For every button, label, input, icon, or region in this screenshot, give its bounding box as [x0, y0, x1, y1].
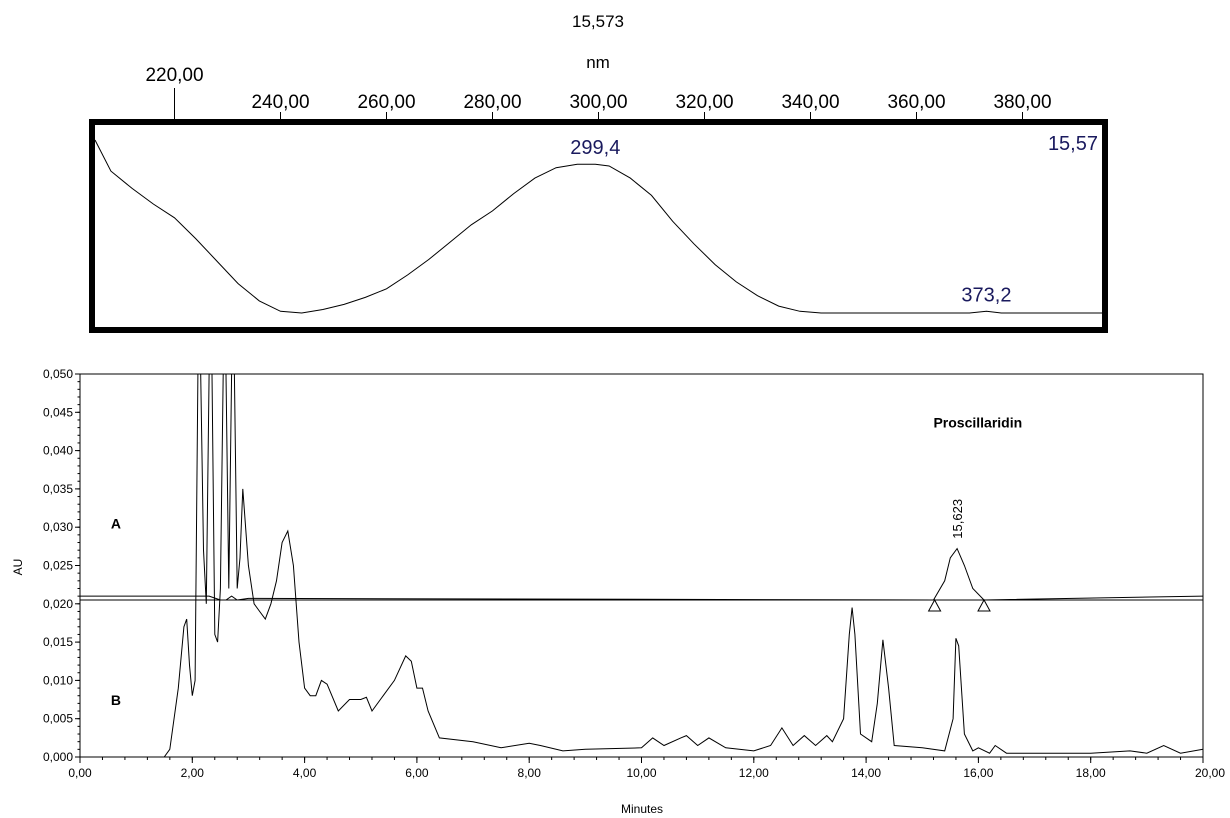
spectrum-panel: 15,573 nm 220,00 240,00 260,00 280,00 300,00… [89, 12, 1108, 333]
spectrum-x-tick-label: 280,00 [463, 92, 521, 113]
spectrum-x-tick-label: 340,00 [781, 92, 839, 113]
peak-marker [927, 598, 942, 612]
spectrum-x-tick-label: 300,00 [569, 92, 627, 113]
peak-retention-time-label: 15,623 [950, 499, 965, 539]
chromatogram-y-tick-label: 0,050 [43, 367, 73, 381]
peak-marker [977, 598, 991, 612]
chromatogram-x-tick-label: 14,00 [851, 766, 881, 780]
chromatogram-x-tick-label: 4,00 [293, 766, 317, 780]
compound-label: Proscillaridin [933, 415, 1022, 431]
spectrum-x-tick-label: 260,00 [357, 92, 415, 113]
spectrum-x-tick-label: 220,00 [145, 65, 203, 86]
chromatogram-y-tick-label: 0,000 [43, 750, 73, 764]
spectrum-line [94, 139, 1102, 314]
chromatogram-x-axis-label: Minutes [621, 802, 663, 816]
chromatogram-x-tick-label: 8,00 [518, 766, 542, 780]
trace-b-label: B [111, 692, 121, 708]
spectrum-x-tick-label: 380,00 [993, 92, 1051, 113]
spectrum-x-axis-label: nm [586, 53, 610, 72]
chromatogram-x-tick-label: 6,00 [405, 766, 429, 780]
trace-a-label: A [111, 516, 121, 532]
chromatogram-x-tick-label: 10,00 [626, 766, 656, 780]
spectrum-peak-label: 373,2 [961, 284, 1011, 306]
chromatogram-y-tick-label: 0,025 [43, 559, 73, 573]
spectrum-peak-label: 299,4 [570, 137, 620, 159]
chromatogram-x-tick-label: 0,00 [68, 766, 92, 780]
spectrum-frame [89, 119, 1108, 333]
chromatogram-x-tick-label: 2,00 [181, 766, 205, 780]
chromatogram-y-tick-label: 0,035 [43, 482, 73, 496]
chromatogram-y-tick-label: 0,015 [43, 635, 73, 649]
chromatogram-x-tick-label: 18,00 [1076, 766, 1106, 780]
chromatogram-y-tick-label: 0,020 [43, 597, 73, 611]
spectrum-x-tick-label: 360,00 [887, 92, 945, 113]
chromatogram-y-tick-label: 0,030 [43, 520, 73, 534]
spectrum-peak-labels: 299,4 373,2 [570, 137, 1011, 306]
chromatogram-y-tick-label: 0,040 [43, 444, 73, 458]
trace-b-line [80, 373, 1204, 758]
chromatogram-x-ticks: 0,00 2,00 4,00 6,00 8,00 10,00 12,00 14,00 16,00… [68, 757, 1225, 780]
spectrum-x-tick-label: 240,00 [251, 92, 309, 113]
chromatogram-x-tick-label: 12,00 [739, 766, 769, 780]
spectrum-corner-label: 15,57 [1048, 133, 1098, 155]
chromatogram-y-tick-label: 0,010 [43, 673, 73, 687]
chromatogram-panel: 0,000 0,005 0,010 0,015 0,020 0,025 0,030 0,035… [11, 367, 1225, 816]
peak-markers [927, 598, 991, 612]
spectrum-title: 15,573 [572, 12, 624, 31]
chromatogram-y-axis-label: AU [11, 559, 25, 576]
spectrum-x-ticks: 220,00 240,00 260,00 280,00 300,00 320,00 340,… [145, 65, 1052, 120]
chromatogram-x-tick-label: 20,00 [1195, 766, 1225, 780]
spectrum-x-tick-label: 320,00 [675, 92, 733, 113]
chromatogram-y-tick-label: 0,005 [43, 712, 73, 726]
chromatogram-y-ticks: 0,000 0,005 0,010 0,015 0,020 0,025 0,030 0,035… [43, 367, 80, 764]
chromatogram-y-tick-label: 0,045 [43, 405, 73, 419]
trace-a-line [80, 547, 1204, 601]
chromatogram-x-tick-label: 16,00 [963, 766, 993, 780]
